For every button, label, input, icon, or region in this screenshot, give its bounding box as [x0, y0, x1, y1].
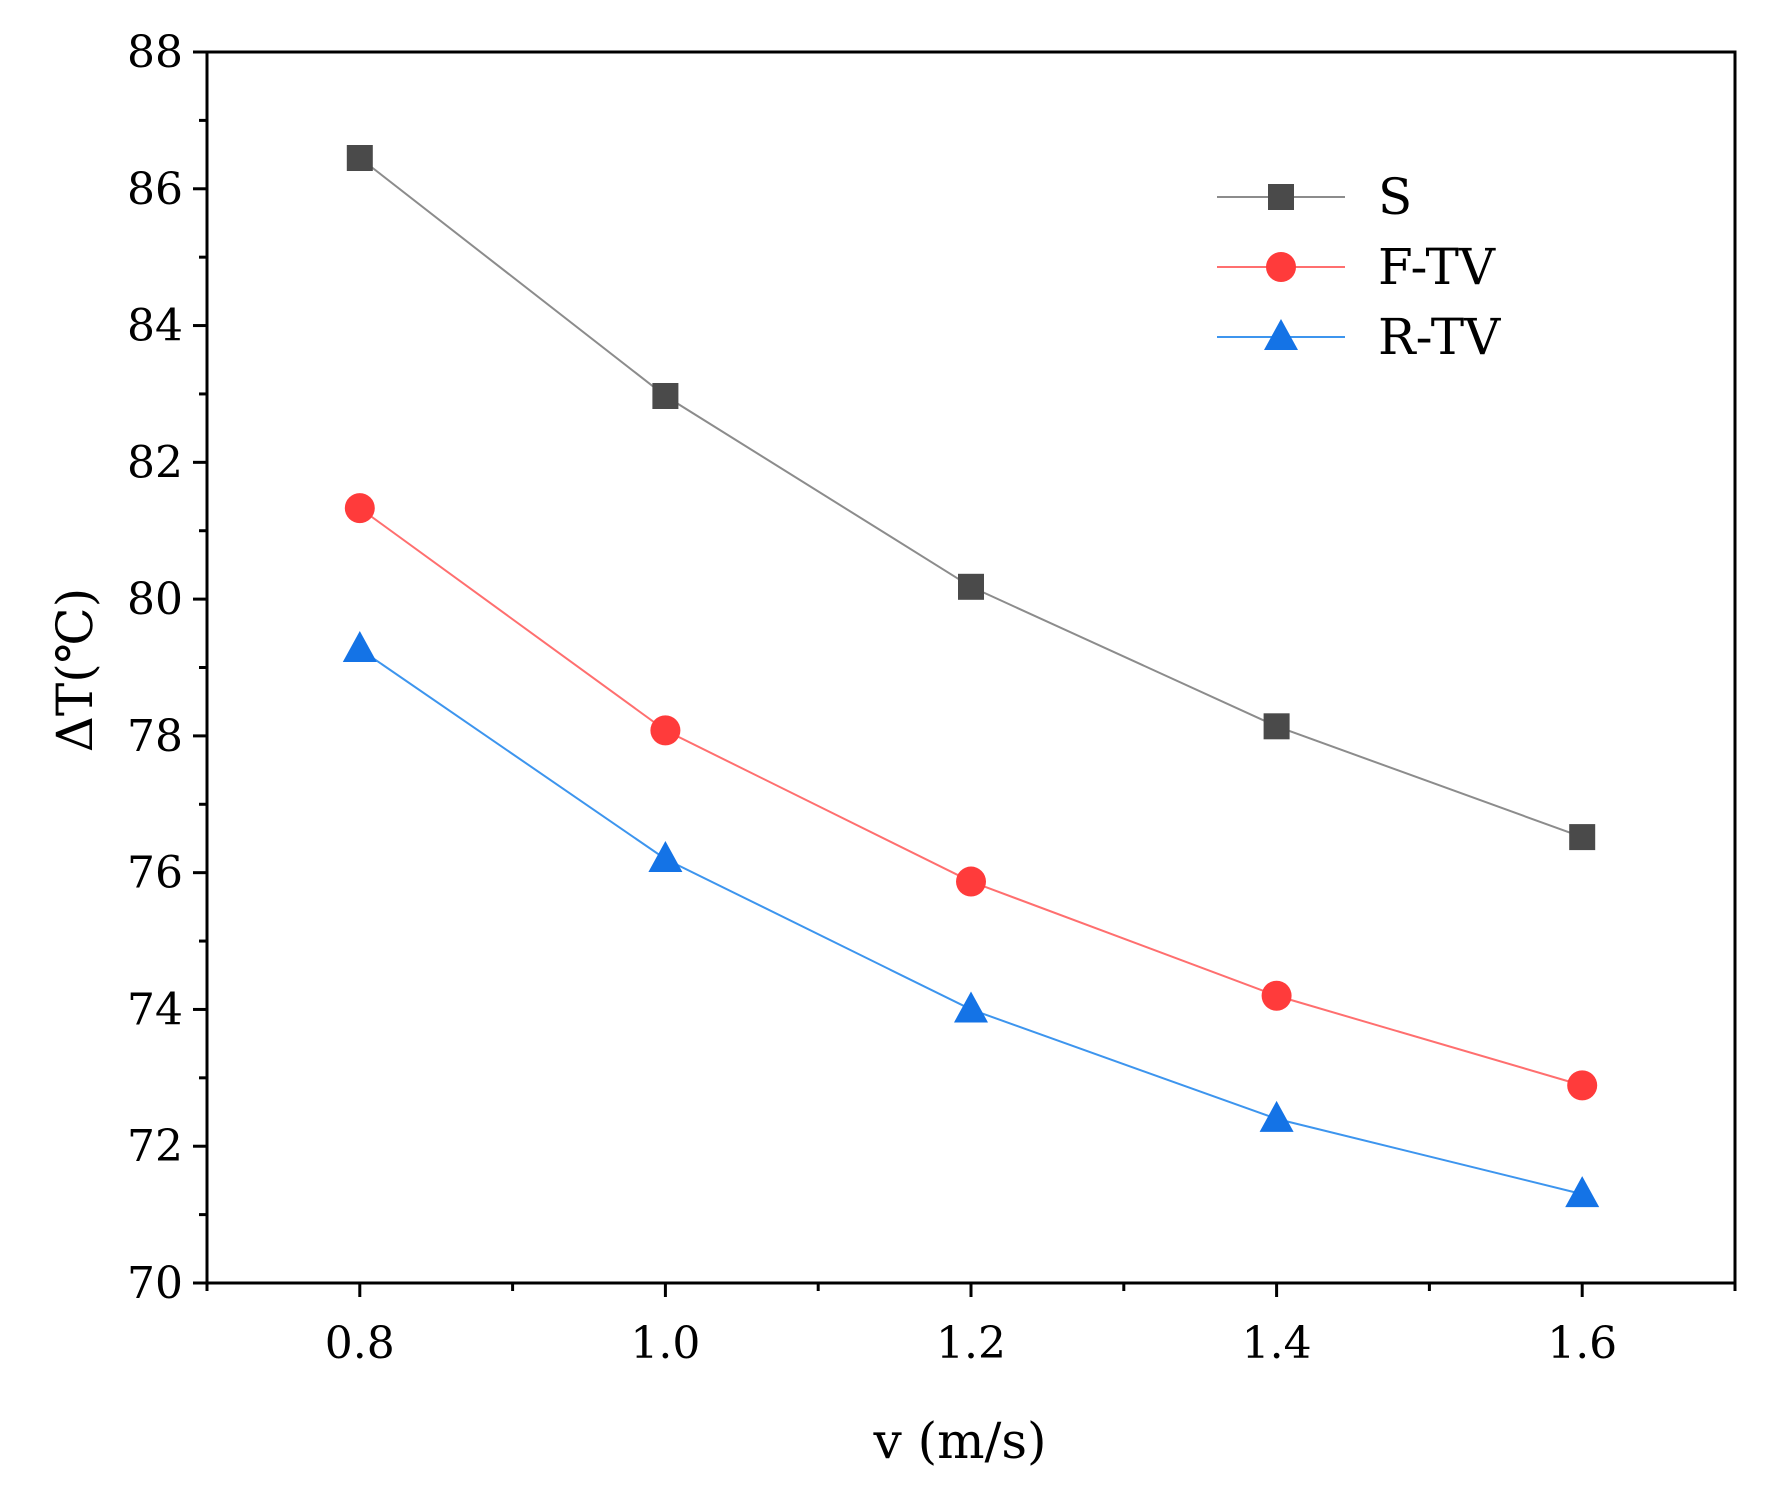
y-tick-label: 86	[127, 164, 183, 215]
y-tick-label: 82	[127, 437, 183, 488]
data-point-s	[1569, 824, 1596, 851]
series-line-r-tv	[359, 648, 1583, 1196]
legend-item-f-tv: F-TV	[1217, 238, 1496, 296]
x-tick-label: 1.2	[936, 1318, 1006, 1369]
y-tick-label: 80	[127, 574, 183, 625]
x-tick-label: 1.4	[1242, 1318, 1312, 1369]
data-point-f-tv	[956, 866, 986, 897]
legend-label: S	[1378, 168, 1412, 226]
x-tick-label: 1.6	[1547, 1318, 1617, 1369]
legend-item-s: S	[1217, 168, 1412, 226]
data-point-r-tv	[342, 631, 377, 663]
data-point-s	[1263, 713, 1290, 740]
data-point-f-tv	[650, 715, 681, 746]
axis-ticks	[193, 50, 1737, 1297]
legend-label: R-TV	[1378, 308, 1501, 366]
plot-frame	[205, 50, 1737, 1285]
x-tick-label: 0.8	[325, 1318, 395, 1369]
x-tick-label: 1.0	[630, 1318, 700, 1369]
legend-item-r-tv: R-TV	[1217, 308, 1501, 366]
data-point-r-tv	[648, 840, 683, 872]
y-axis-title: ΔT(℃)	[46, 588, 104, 752]
data-point-s	[346, 145, 373, 172]
axes	[205, 50, 1737, 1285]
y-tick-label: 88	[127, 27, 183, 78]
tick-labels: 0.8 1.0 1.2 1.4 1.6 70 72 74 76 78 80 82 84 86 88	[127, 27, 1617, 1369]
legend-marker	[1268, 184, 1294, 210]
data-point-r-tv	[954, 991, 988, 1023]
x-axis-title: v (m/s)	[872, 1412, 1046, 1470]
data-point-f-tv	[1261, 980, 1292, 1011]
y-tick-label: 76	[127, 848, 183, 899]
legend-marker	[1264, 319, 1298, 350]
y-tick-label: 74	[127, 984, 183, 1035]
data-point-f-tv	[1567, 1070, 1598, 1101]
data-point-s	[958, 573, 984, 600]
legend: S F-TV R-TV	[1217, 168, 1501, 366]
y-tick-label: 70	[127, 1258, 183, 1309]
y-tick-label: 84	[127, 301, 183, 352]
legend-label: F-TV	[1378, 238, 1496, 296]
data-point-s	[652, 382, 679, 409]
series-markers	[342, 145, 1600, 1208]
data-point-r-tv	[1565, 1176, 1600, 1208]
y-tick-label: 72	[127, 1121, 183, 1172]
legend-marker	[1266, 252, 1296, 282]
y-tick-label: 78	[127, 711, 183, 762]
data-point-r-tv	[1259, 1100, 1294, 1132]
data-point-f-tv	[344, 493, 375, 524]
